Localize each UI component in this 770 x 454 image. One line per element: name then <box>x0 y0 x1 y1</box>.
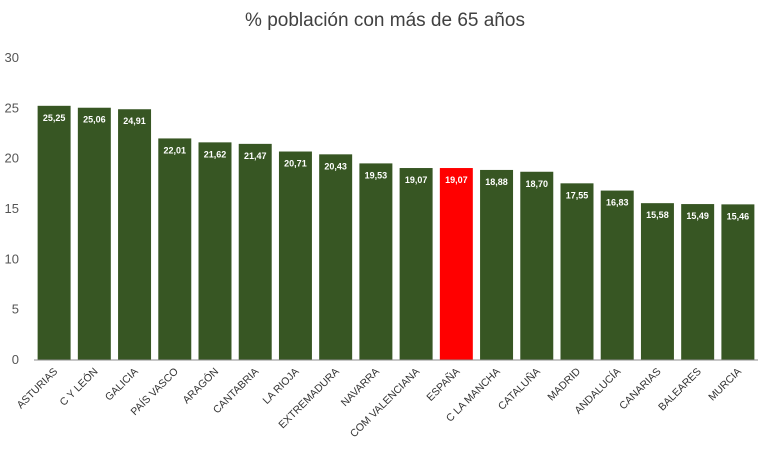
y-tick-label: 5 <box>12 302 19 317</box>
x-tick-label: ARAGÓN <box>180 365 221 406</box>
data-label: 18,70 <box>526 179 549 189</box>
data-label: 21,47 <box>244 151 267 161</box>
x-tick-label: COM VALENCIANA <box>348 366 422 440</box>
x-tick-label: MURCIA <box>706 366 744 404</box>
bar <box>399 168 433 360</box>
bar <box>198 142 232 360</box>
y-tick-label: 10 <box>5 251 19 266</box>
bar <box>278 151 312 360</box>
data-label: 24,91 <box>123 116 146 126</box>
x-tick-label: C Y LEÓN <box>57 365 101 409</box>
bar <box>721 204 755 360</box>
bar <box>77 107 111 360</box>
data-label: 17,55 <box>566 190 589 200</box>
data-label: 15,49 <box>686 211 709 221</box>
x-tick-label: ESPAÑA <box>424 365 463 404</box>
data-label: 21,62 <box>204 149 227 159</box>
bar <box>681 204 715 360</box>
x-tick-label: CATALUÑA <box>495 365 543 413</box>
y-tick-label: 30 <box>5 50 19 65</box>
data-label: 16,83 <box>606 198 629 208</box>
data-label: 25,06 <box>83 115 106 125</box>
y-tick-label: 0 <box>12 352 19 367</box>
bar <box>158 138 192 360</box>
bar <box>560 183 594 360</box>
data-label: 19,07 <box>445 175 468 185</box>
y-tick-label: 25 <box>5 100 19 115</box>
data-label: 19,53 <box>365 170 388 180</box>
x-tick-label: LA RIOJA <box>260 366 301 407</box>
data-label: 20,43 <box>324 161 347 171</box>
x-tick-label: MADRID <box>545 365 583 403</box>
bar <box>359 163 393 360</box>
x-tick-label: GALICIA <box>103 366 141 404</box>
data-label: 19,07 <box>405 175 428 185</box>
data-label: 18,88 <box>485 177 508 187</box>
bar <box>319 154 353 360</box>
x-tick-label: ASTURIAS <box>15 366 61 412</box>
bar <box>600 190 634 360</box>
y-tick-label: 20 <box>5 151 19 166</box>
bar <box>238 143 272 360</box>
bar <box>439 168 473 360</box>
chart-title: % población con más de 65 años <box>245 10 525 31</box>
y-tick-label: 15 <box>5 201 19 216</box>
bar <box>640 203 674 360</box>
data-label: 22,01 <box>164 145 187 155</box>
x-tick-label: NAVARRA <box>339 366 382 409</box>
bar <box>480 169 514 360</box>
x-tick-label: BALEARES <box>656 366 704 414</box>
data-label: 15,58 <box>646 210 669 220</box>
bar <box>118 109 152 360</box>
data-label: 25,25 <box>43 113 66 123</box>
bar <box>520 171 554 360</box>
data-label: 15,46 <box>727 211 750 221</box>
bar <box>37 105 71 360</box>
data-label: 20,71 <box>284 159 307 169</box>
